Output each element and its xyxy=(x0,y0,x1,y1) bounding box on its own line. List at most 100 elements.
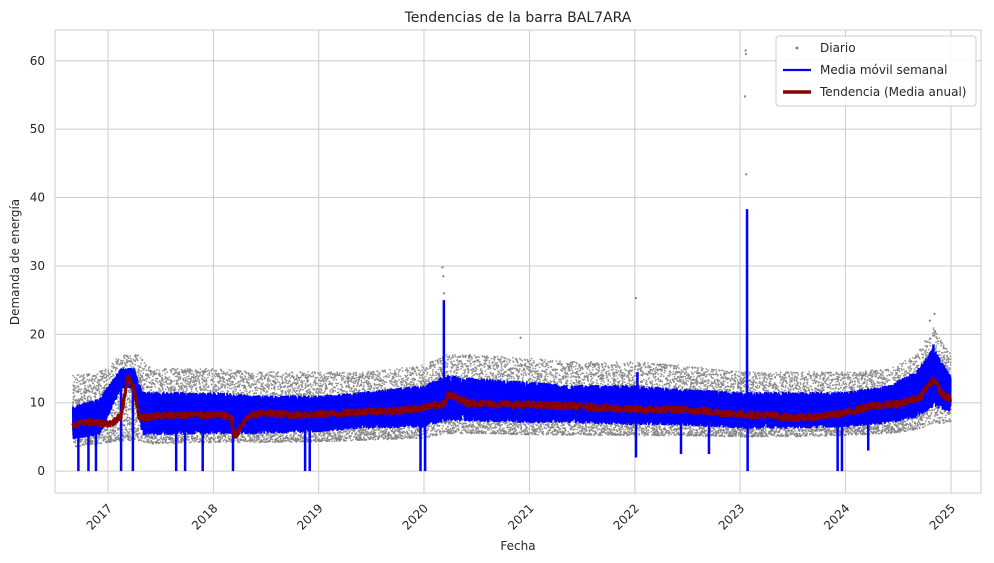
daily-point xyxy=(154,370,156,372)
daily-point xyxy=(180,377,182,379)
daily-point xyxy=(206,440,208,442)
daily-point xyxy=(114,402,116,404)
daily-point xyxy=(122,360,124,362)
daily-point xyxy=(282,434,284,436)
daily-point xyxy=(149,366,151,368)
daily-point xyxy=(109,377,111,379)
daily-point xyxy=(73,381,75,383)
daily-point xyxy=(191,390,193,392)
daily-point xyxy=(277,371,279,373)
daily-point xyxy=(107,370,109,372)
daily-point xyxy=(91,379,93,381)
daily-point xyxy=(102,436,104,438)
daily-point xyxy=(292,391,294,393)
daily-point xyxy=(298,386,300,388)
daily-point xyxy=(101,376,103,378)
daily-point xyxy=(211,384,213,386)
daily-point xyxy=(270,393,272,395)
daily-point xyxy=(198,379,200,381)
daily-point xyxy=(287,383,289,385)
daily-point xyxy=(115,358,117,360)
daily-point xyxy=(98,437,100,439)
daily-point xyxy=(164,370,166,372)
daily-point xyxy=(81,393,83,395)
daily-point xyxy=(305,394,307,396)
daily-point xyxy=(111,376,113,378)
daily-point xyxy=(117,361,119,363)
daily-point xyxy=(125,413,127,415)
daily-point xyxy=(135,354,137,356)
daily-point xyxy=(139,432,141,434)
daily-point xyxy=(283,374,285,376)
daily-point xyxy=(116,368,118,370)
daily-point xyxy=(99,391,101,393)
daily-point xyxy=(269,384,271,386)
daily-point xyxy=(139,377,141,379)
daily-point xyxy=(207,377,209,379)
daily-point xyxy=(118,434,120,436)
daily-point xyxy=(295,437,297,439)
daily-point xyxy=(134,428,136,430)
daily-point xyxy=(142,375,144,377)
daily-point xyxy=(114,435,116,437)
daily-point xyxy=(261,374,263,376)
daily-point xyxy=(197,391,199,393)
daily-point xyxy=(142,359,144,361)
daily-point xyxy=(142,368,144,370)
daily-point xyxy=(138,370,140,372)
daily-point xyxy=(225,374,227,376)
daily-point xyxy=(81,376,83,378)
daily-point xyxy=(190,441,192,443)
daily-point xyxy=(227,382,229,384)
daily-point xyxy=(305,383,307,385)
daily-point xyxy=(175,389,177,391)
daily-point xyxy=(213,374,215,376)
daily-point xyxy=(92,443,94,445)
daily-point xyxy=(216,389,218,391)
daily-point xyxy=(302,389,304,391)
daily-point xyxy=(228,369,230,371)
daily-point xyxy=(99,383,101,385)
daily-point xyxy=(124,362,126,364)
daily-point xyxy=(105,369,107,371)
daily-point xyxy=(234,384,236,386)
daily-point xyxy=(79,376,81,378)
daily-point xyxy=(123,431,125,433)
daily-point xyxy=(102,390,104,392)
daily-point xyxy=(222,390,224,392)
daily-point xyxy=(221,370,223,372)
daily-point xyxy=(194,380,196,382)
daily-point xyxy=(125,437,127,439)
daily-point xyxy=(98,389,100,391)
daily-point xyxy=(233,391,235,393)
daily-point xyxy=(125,403,127,405)
daily-point xyxy=(129,395,131,397)
daily-point xyxy=(137,365,139,367)
daily-point xyxy=(123,436,125,438)
daily-point xyxy=(225,437,227,439)
daily-point xyxy=(195,383,197,385)
daily-point xyxy=(296,390,298,392)
daily-point xyxy=(290,434,292,436)
daily-point xyxy=(284,385,286,387)
daily-point xyxy=(128,357,130,359)
daily-point xyxy=(137,428,139,430)
daily-point xyxy=(262,382,264,384)
daily-point xyxy=(182,378,184,380)
daily-point xyxy=(238,372,240,374)
daily-point xyxy=(105,373,107,375)
daily-point xyxy=(264,390,266,392)
daily-point xyxy=(229,388,231,390)
daily-point xyxy=(113,364,115,366)
daily-point xyxy=(156,380,158,382)
daily-point xyxy=(87,385,89,387)
daily-point xyxy=(89,391,91,393)
daily-point xyxy=(73,397,75,399)
daily-point xyxy=(145,364,147,366)
daily-point xyxy=(173,438,175,440)
daily-point xyxy=(235,389,237,391)
daily-point xyxy=(72,399,74,401)
daily-point xyxy=(129,428,131,430)
daily-point xyxy=(178,389,180,391)
daily-point xyxy=(243,378,245,380)
